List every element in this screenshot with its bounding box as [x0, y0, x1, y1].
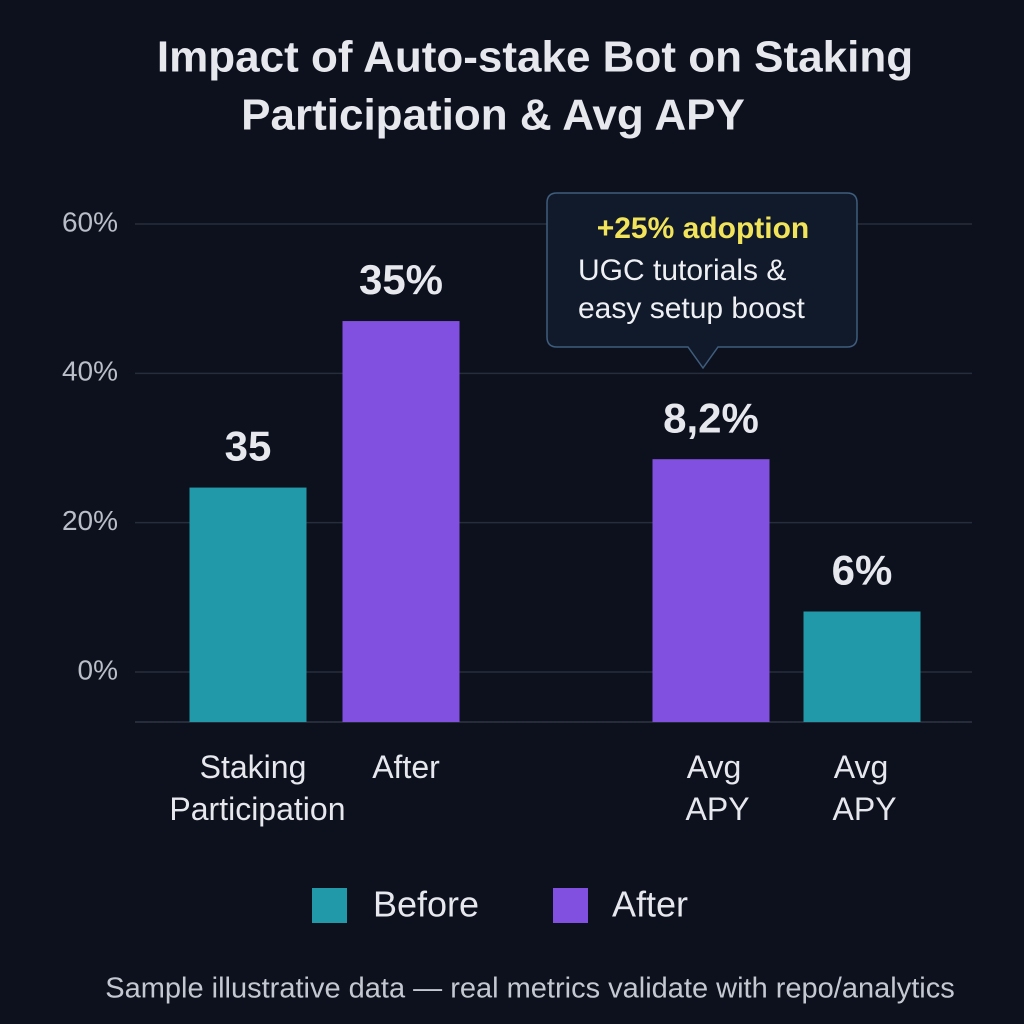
footnote: Sample illustrative data — real metrics …: [105, 973, 954, 1005]
x-tick-label: Avg APY: [825, 749, 896, 827]
bar-annotation: 6%: [832, 547, 893, 594]
chart-title: Participation & Avg APY: [241, 91, 745, 140]
x-tick-label: After: [372, 749, 440, 785]
bar: [189, 487, 307, 722]
y-tick-label: 40%: [62, 356, 118, 387]
callout-text: easy setup boost: [578, 292, 805, 325]
bar-annotation: 35%: [359, 256, 443, 303]
x-tick-label: Avg APY: [678, 749, 749, 827]
bar-annotation: 8,2%: [663, 394, 759, 441]
callout-headline: +25% adoption: [597, 212, 810, 245]
legend-swatch: [553, 888, 588, 923]
y-tick-label: 20%: [62, 505, 118, 536]
legend-label: After: [612, 884, 688, 925]
bar: [342, 321, 460, 722]
legend-label: Before: [373, 884, 479, 925]
bar: [652, 459, 770, 722]
legend-swatch: [312, 888, 347, 923]
callout-box: [546, 192, 858, 370]
chart-title: Impact of Auto-stake Bot on Staking: [157, 33, 913, 82]
y-tick-label: 60%: [62, 206, 118, 237]
callout: +25% adoption UGC tutorials & easy setup…: [546, 192, 858, 370]
callout-text: UGC tutorials &: [578, 254, 786, 287]
bar: [803, 611, 921, 722]
bar-annotation: 35: [225, 423, 272, 470]
x-tick-label: Staking Participation: [161, 749, 346, 827]
y-tick-label: 0%: [78, 654, 118, 685]
